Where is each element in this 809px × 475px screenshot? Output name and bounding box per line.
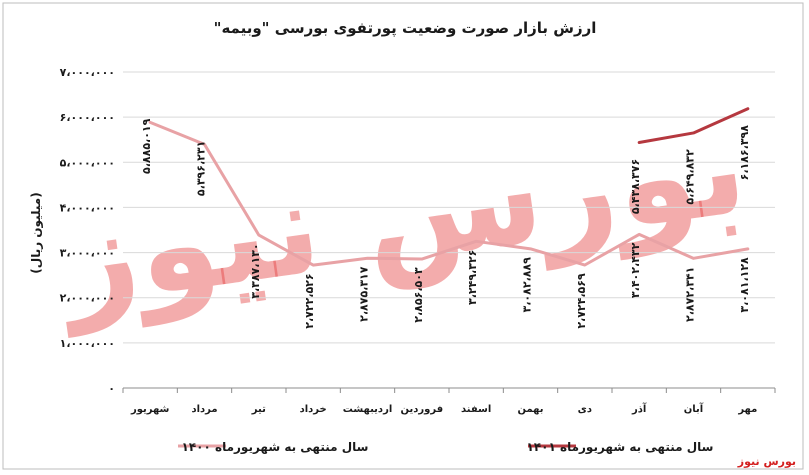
data-label: ۳،۲۴۹،۳۲۶ bbox=[466, 250, 479, 305]
y-tick-label: ۱،۰۰۰،۰۰۰ bbox=[60, 337, 115, 350]
brand-logo-text: بورس نیوز bbox=[737, 455, 796, 468]
data-label: ۲،۸۷۵،۳۱۷ bbox=[358, 266, 371, 322]
legend-label-0: سال منتهی به شهریورماه ۱۴۰۱ bbox=[527, 440, 714, 455]
data-label: ۲،۸۷۲،۳۴۱ bbox=[684, 267, 697, 322]
x-tick-label: خرداد bbox=[300, 404, 327, 415]
x-tick-label: دی bbox=[578, 404, 592, 415]
series bbox=[148, 107, 750, 267]
x-tick-label: تیر bbox=[251, 404, 266, 415]
x-tick-label: شهریور bbox=[130, 404, 170, 415]
x-tick-label: بهمن bbox=[517, 404, 543, 415]
grid bbox=[123, 71, 775, 344]
data-label: ۵،۳۹۶،۲۳۱ bbox=[195, 141, 208, 196]
y-tick-label: ۲،۰۰۰،۰۰۰ bbox=[60, 292, 115, 305]
series-line-0 bbox=[148, 120, 750, 267]
y-tick-label: ۵،۰۰۰،۰۰۰ bbox=[60, 156, 115, 169]
data-label: ۵،۴۳۸،۳۷۶ bbox=[629, 159, 642, 214]
y-axis-label: (میلیون ریال) bbox=[29, 192, 44, 273]
data-label: ۲،۷۲۴،۵۶۹ bbox=[575, 273, 588, 329]
y-tick-label: ۰ bbox=[108, 382, 115, 395]
x-tick-label: اسفند bbox=[461, 404, 491, 415]
x-tick-label: مهر bbox=[737, 404, 757, 415]
x-tick-label: فروردین bbox=[401, 404, 444, 415]
data-label: ۳،۳۸۷،۱۳۰ bbox=[249, 243, 262, 298]
data-label: ۳،۰۸۲،۸۸۹ bbox=[521, 257, 534, 313]
chart-border bbox=[2, 2, 804, 470]
y-tick-label: ۷،۰۰۰،۰۰۰ bbox=[60, 66, 115, 79]
data-label: ۳،۰۸۱،۱۲۸ bbox=[738, 257, 751, 313]
x-axis: مهر آبان آذر دی بهمن اسفند فروردین اردیبهشت خردا… bbox=[122, 387, 776, 415]
x-tick-label: آذر bbox=[631, 402, 647, 415]
data-label: ۶،۱۸۶،۳۹۸ bbox=[738, 125, 751, 181]
y-tick-label: ۳،۰۰۰،۰۰۰ bbox=[60, 247, 115, 260]
legend: سال منتهی به شهریورماه ۱۴۰۱ سال منتهی به … bbox=[178, 440, 713, 455]
data-label: ۲،۸۵۶،۵۰۳ bbox=[412, 267, 425, 323]
data-label: ۵،۶۴۹،۸۳۲ bbox=[684, 149, 697, 205]
x-tick-label: اردیبهشت bbox=[343, 404, 393, 415]
legend-label-1: سال منتهی به شهریورماه ۱۴۰۰ bbox=[182, 440, 369, 455]
data-label: ۲،۷۲۲،۵۲۶ bbox=[303, 273, 316, 328]
data-labels: ۳،۰۸۱،۱۲۸ ۲،۸۷۲،۳۴۱ ۳،۴۰۲،۴۳۲ ۲،۷۲۴،۵۶۹ ۳،۰۸… bbox=[140, 118, 751, 328]
y-tick-label: ۶،۰۰۰،۰۰۰ bbox=[60, 111, 115, 124]
x-tick-label: مرداد bbox=[191, 404, 217, 415]
y-axis-ticks: ۰ ۱،۰۰۰،۰۰۰ ۲،۰۰۰،۰۰۰ ۳،۰۰۰،۰۰۰ ۴،۰۰۰،۰۰۰ ۵،۰… bbox=[60, 66, 115, 395]
data-label: ۵،۸۸۵،۰۱۹ bbox=[140, 118, 153, 174]
x-tick-label: آبان bbox=[684, 402, 704, 415]
y-tick-label: ۴،۰۰۰،۰۰۰ bbox=[60, 201, 115, 214]
chart-title: ارزش بازار صورت وضعیت پورتفوی بورسی "وبی… bbox=[214, 19, 597, 38]
data-label: ۳،۴۰۲،۴۳۲ bbox=[629, 242, 642, 298]
